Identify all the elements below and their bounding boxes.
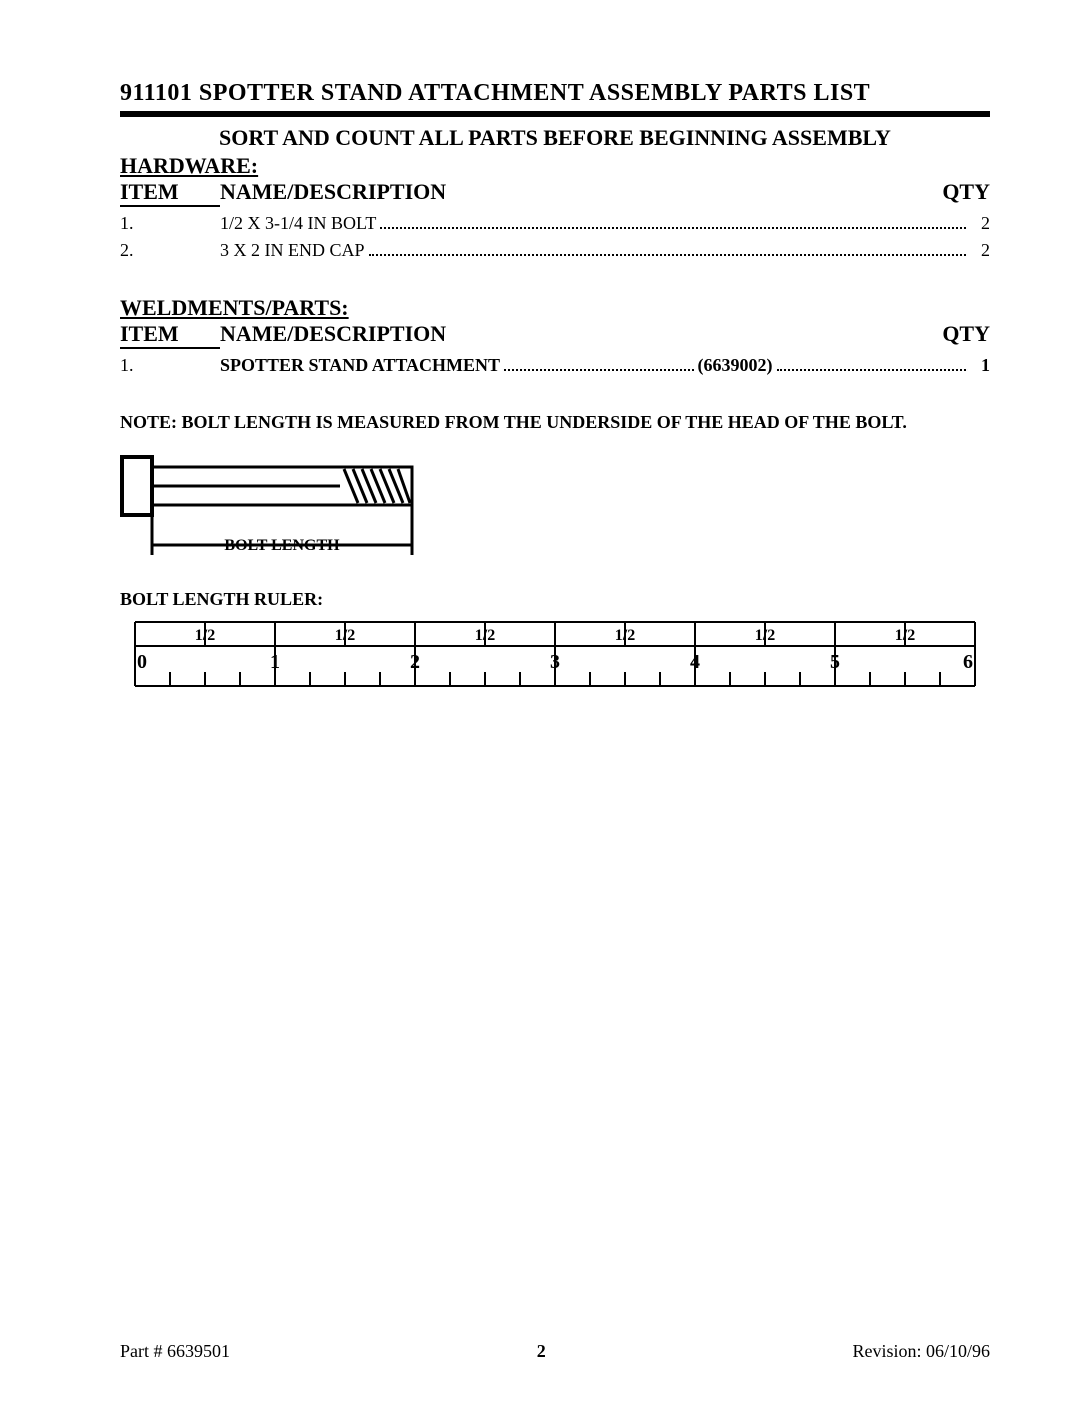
hardware-row: 1. 1/2 X 3-1/4 IN BOLT 2 — [120, 213, 990, 234]
col-qty: QTY — [930, 179, 990, 207]
svg-text:1/2: 1/2 — [895, 627, 915, 644]
wp-code: (6639002) — [698, 355, 773, 376]
page-title: 911101 SPOTTER STAND ATTACHMENT ASSEMBLY… — [120, 80, 990, 117]
bolt-length-ruler: 0 1/2 1 1/2 2 1/2 3 1/2 4 1/2 5 1/2 6 — [120, 620, 990, 690]
hw-name: 3 X 2 IN END CAP — [220, 240, 365, 261]
col-qty: QTY — [930, 321, 990, 349]
footer-part-number: Part # 6639501 — [120, 1341, 230, 1362]
svg-text:1/2: 1/2 — [195, 627, 215, 644]
svg-text:6: 6 — [963, 651, 973, 673]
svg-text:0: 0 — [137, 651, 147, 673]
page-footer: Part # 6639501 2 Revision: 06/10/96 — [120, 1341, 990, 1362]
weldments-row: 1. SPOTTER STAND ATTACHMENT (6639002) 1 — [120, 355, 990, 376]
hw-item: 2. — [120, 240, 220, 261]
svg-text:1/2: 1/2 — [615, 627, 635, 644]
leader-dots — [504, 357, 693, 371]
svg-text:1/2: 1/2 — [475, 627, 495, 644]
sort-count-subtitle: SORT AND COUNT ALL PARTS BEFORE BEGINNIN… — [120, 125, 990, 151]
hw-name: 1/2 X 3-1/4 IN BOLT — [220, 213, 376, 234]
wp-item: 1. — [120, 355, 220, 376]
hw-qty: 2 — [970, 240, 990, 261]
weldments-heading: WELDMENTS/PARTS: — [120, 295, 990, 321]
col-item: ITEM — [120, 321, 220, 349]
footer-revision: Revision: 06/10/96 — [852, 1341, 990, 1362]
svg-text:4: 4 — [690, 651, 700, 673]
leader-dots — [777, 357, 966, 371]
bolt-length-label: BOLT LENGTH — [224, 537, 340, 554]
hardware-table-header: ITEM NAME/DESCRIPTION QTY — [120, 179, 990, 207]
ruler-caption: BOLT LENGTH RULER: — [120, 589, 990, 610]
bolt-length-note: NOTE: BOLT LENGTH IS MEASURED FROM THE U… — [120, 412, 990, 433]
svg-text:3: 3 — [550, 651, 560, 673]
svg-text:5: 5 — [830, 651, 840, 673]
col-name: NAME/DESCRIPTION — [220, 179, 930, 207]
footer-page-number: 2 — [537, 1341, 546, 1362]
bolt-length-figure: BOLT LENGTH — [120, 455, 990, 565]
svg-text:1/2: 1/2 — [335, 627, 355, 644]
hardware-heading: HARDWARE: — [120, 153, 990, 179]
leader-dots — [380, 215, 966, 229]
leader-dots — [369, 242, 966, 256]
svg-text:1/2: 1/2 — [755, 627, 775, 644]
hardware-row: 2. 3 X 2 IN END CAP 2 — [120, 240, 990, 261]
wp-name: SPOTTER STAND ATTACHMENT — [220, 355, 500, 376]
hw-qty: 2 — [970, 213, 990, 234]
col-item: ITEM — [120, 179, 220, 207]
weldments-table-header: ITEM NAME/DESCRIPTION QTY — [120, 321, 990, 349]
bolt-diagram-icon: BOLT LENGTH — [120, 455, 440, 565]
wp-qty: 1 — [970, 355, 990, 376]
svg-text:2: 2 — [410, 651, 420, 673]
hw-item: 1. — [120, 213, 220, 234]
svg-text:1: 1 — [270, 651, 280, 673]
col-name: NAME/DESCRIPTION — [220, 321, 930, 349]
